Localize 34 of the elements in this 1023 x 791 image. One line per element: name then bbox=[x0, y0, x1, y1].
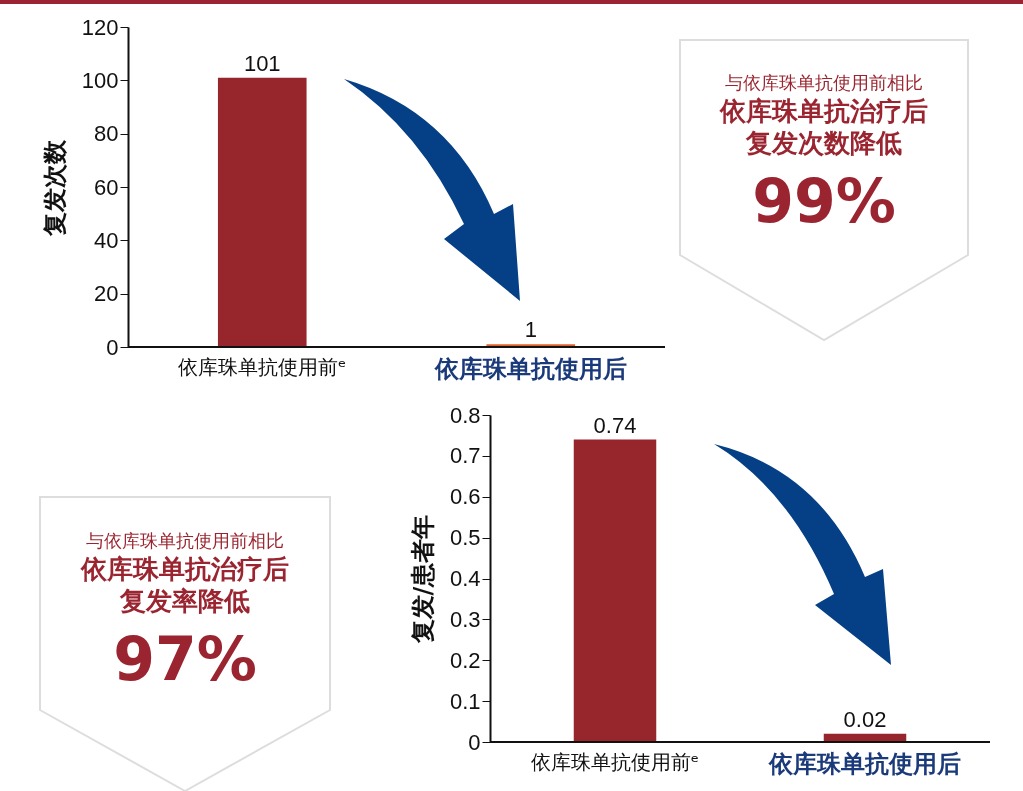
data-label: 1 bbox=[524, 317, 537, 343]
text: 与依库珠单抗使用前相比 bbox=[85, 530, 285, 553]
y-tick-label: 0.1 bbox=[449, 688, 481, 714]
data-label: 0.02 bbox=[843, 706, 887, 732]
y-tick-label: 60 bbox=[94, 174, 119, 200]
y-tick-label: 80 bbox=[94, 121, 119, 147]
y-tick-label: 100 bbox=[81, 67, 119, 93]
y-tick-label: 20 bbox=[94, 281, 119, 307]
y-tick-label: 0.3 bbox=[449, 606, 481, 632]
y-tick-label: 120 bbox=[81, 14, 119, 40]
text: 97% bbox=[112, 622, 258, 696]
y-tick-label: 0 bbox=[106, 334, 119, 360]
y-tick-label: 40 bbox=[94, 227, 119, 253]
text: 99% bbox=[751, 164, 897, 238]
text: 依库珠单抗治疗后 bbox=[79, 552, 290, 585]
data-label: 0.74 bbox=[593, 412, 637, 438]
text: 与依库珠单抗使用前相比 bbox=[724, 72, 924, 95]
y-tick-label: 0.7 bbox=[449, 443, 481, 469]
x-tick-label: 依库珠单抗使用后 bbox=[768, 749, 961, 778]
y-tick-label: 0.8 bbox=[449, 402, 481, 428]
text: 依库珠单抗治疗后 bbox=[718, 94, 929, 127]
y-axis-title: 复发次数 bbox=[40, 138, 69, 237]
y-tick-label: 0.2 bbox=[449, 647, 481, 673]
y-tick-label: 0.6 bbox=[449, 484, 481, 510]
text: 复发率降低 bbox=[119, 585, 251, 618]
text: 复发次数降低 bbox=[745, 127, 903, 160]
data-label: 101 bbox=[243, 50, 281, 76]
y-tick-label: 0.5 bbox=[449, 525, 481, 551]
x-tick-label: 依库珠单抗使用前ᵉ bbox=[178, 354, 347, 379]
y-axis-title: 复发/患者年 bbox=[408, 514, 437, 645]
x-tick-label: 依库珠单抗使用前ᵉ bbox=[530, 749, 700, 774]
y-tick-label: 0.4 bbox=[449, 566, 481, 591]
y-tick-label: 0 bbox=[468, 729, 481, 755]
x-tick-label: 依库珠单抗使用后 bbox=[433, 354, 627, 383]
